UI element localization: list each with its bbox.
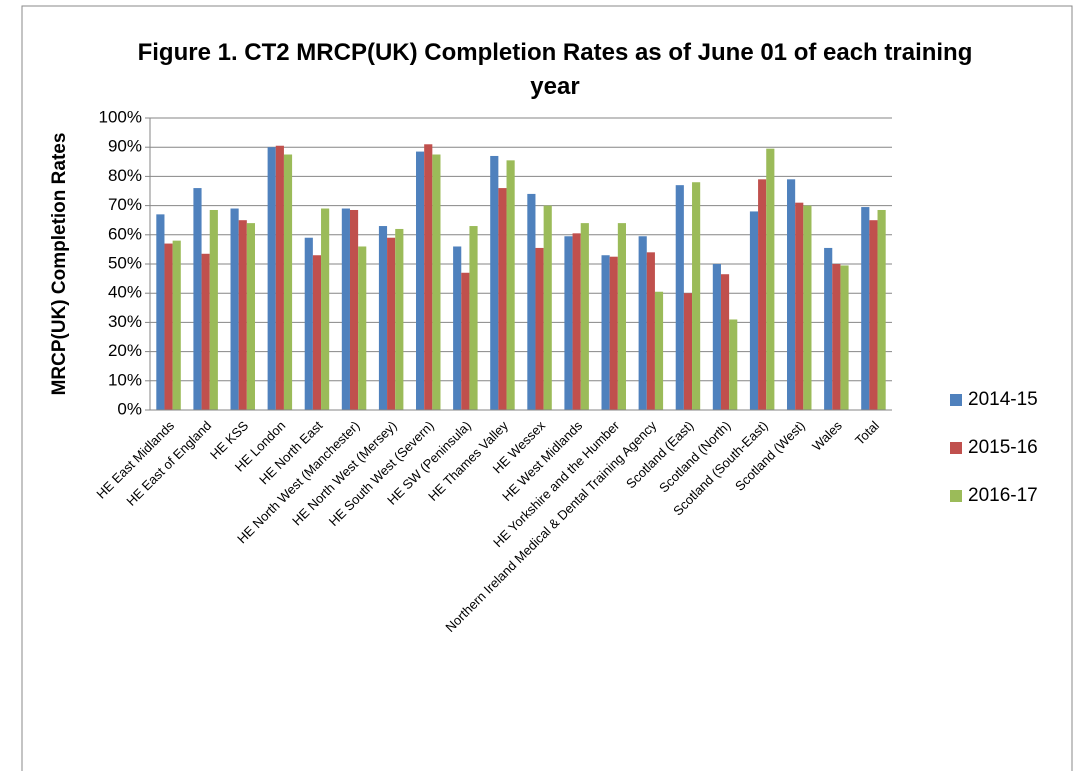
bar (275, 145, 284, 411)
bar (283, 154, 293, 410)
bar (766, 148, 775, 410)
bar (498, 188, 507, 410)
bar (193, 188, 202, 410)
bar (683, 293, 693, 410)
bar (543, 205, 552, 410)
bar (387, 237, 396, 410)
bar (729, 319, 738, 410)
legend-swatch (950, 442, 962, 454)
bar (654, 291, 664, 410)
bar (432, 154, 441, 410)
chart-border (21, 5, 1073, 771)
bar (172, 240, 181, 410)
bar (824, 247, 833, 410)
bar (675, 185, 684, 410)
bar (304, 237, 313, 410)
bar (358, 246, 367, 410)
legend-label: 2015-16 (968, 437, 1038, 458)
bar (564, 236, 573, 410)
y-tick-label: 60% (108, 224, 142, 243)
bar (749, 211, 759, 410)
bar (617, 223, 626, 410)
bar (609, 256, 618, 410)
x-tick-label: Wales (809, 418, 845, 454)
bar (209, 209, 218, 410)
bar (461, 272, 470, 410)
y-axis-label: MRCP(UK) Completion Rates (49, 133, 70, 396)
bar (601, 255, 610, 410)
bar (267, 147, 276, 410)
legend-swatch (950, 394, 962, 406)
y-tick-label: 10% (108, 370, 142, 389)
bar (758, 179, 767, 410)
bar (321, 208, 330, 410)
y-tick-label: 40% (108, 283, 142, 302)
chart-title: Figure 1. CT2 MRCP(UK) Completion Rates … (137, 39, 973, 100)
bar (803, 205, 812, 410)
y-tick-label: 70% (108, 195, 142, 214)
bar (692, 182, 701, 410)
bar (877, 209, 886, 410)
bar (341, 208, 350, 410)
bar (164, 243, 173, 410)
bar (349, 209, 359, 410)
bar (378, 226, 388, 410)
legend-label: 2014-15 (968, 389, 1038, 410)
bar (312, 255, 322, 410)
y-tick-label: 100% (99, 107, 142, 126)
y-tick-label: 20% (108, 341, 142, 360)
bar (787, 179, 796, 410)
bar (572, 233, 581, 410)
bar (580, 223, 589, 410)
y-tick-label: 30% (108, 312, 142, 331)
bar (453, 246, 462, 410)
bar (201, 253, 210, 410)
bar (861, 207, 870, 410)
bar (712, 264, 721, 410)
y-tick-label: 80% (108, 166, 142, 185)
y-tick-label: 50% (108, 253, 142, 272)
bar (535, 247, 544, 410)
bar (416, 151, 425, 410)
y-tick-label: 0% (117, 399, 142, 418)
bar (506, 160, 515, 410)
bar (869, 220, 878, 410)
bar (156, 214, 165, 410)
bar (832, 264, 841, 410)
bar (469, 226, 478, 410)
legend-swatch (950, 490, 962, 502)
bar (490, 155, 499, 410)
bar (238, 220, 247, 410)
legend-label: 2016-17 (968, 485, 1038, 506)
bar (646, 252, 655, 410)
bar (395, 228, 404, 410)
bar (246, 223, 255, 410)
bar (795, 202, 804, 410)
x-tick-label: Total (852, 418, 882, 448)
bar (840, 265, 849, 410)
bar (638, 236, 647, 410)
y-tick-label: 90% (108, 137, 142, 156)
bar (720, 274, 730, 410)
bar (424, 144, 433, 410)
bar (527, 193, 536, 410)
bar (230, 208, 239, 410)
